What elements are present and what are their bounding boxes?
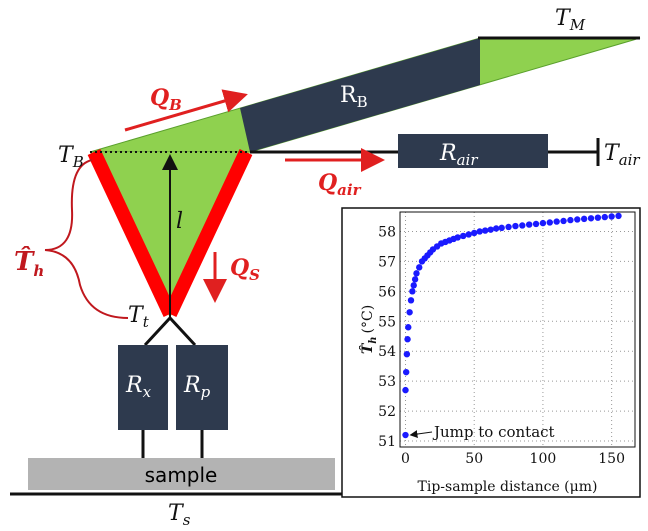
point [466,231,472,237]
point [405,324,411,330]
point [477,228,483,234]
x-tick-label: 0 [401,451,410,467]
label: l [176,209,183,234]
label: TB [58,143,84,171]
point [416,264,422,270]
point [567,217,573,223]
label: sample [145,463,218,487]
point [540,220,546,226]
y-tick-label: 57 [378,254,396,270]
label: Tt [128,303,150,331]
point [460,233,466,239]
label: QB [150,85,182,114]
point [488,226,494,232]
y-axis-label-sub: h [368,336,379,343]
y-tick-label: 58 [378,224,396,240]
point [615,213,621,219]
point [406,309,412,315]
point [455,234,461,240]
point [547,219,553,225]
point [493,225,499,231]
x-axis-label: Tip-sample distance (μm) [418,479,598,495]
point [402,387,408,393]
label: QS [230,255,260,284]
point [404,336,410,342]
label: TM [555,6,586,34]
point [408,297,414,303]
diagram: TM QB RB TB Rair Tair Qair l QS T̂h Tt R… [0,0,648,531]
tip-contact [145,318,195,345]
point [505,224,511,230]
point [403,369,409,375]
y-tick-label: 54 [378,344,396,360]
x-tick-label: 150 [598,451,625,467]
y-axis-label: T̂h(°C) [358,305,379,354]
point [553,218,559,224]
point [512,223,518,229]
point [404,351,410,357]
point [526,221,532,227]
label: Ts [168,501,191,529]
y-tick-label: 53 [378,374,396,390]
label: T̂h [14,246,44,280]
point [588,215,594,221]
y-tick-label: 52 [378,404,396,420]
label: Qair [318,170,362,199]
point [411,282,417,288]
y-axis-label-unit: (°C) [360,305,376,334]
point [608,213,614,219]
point [413,270,419,276]
point [498,225,504,231]
point [409,288,415,294]
point [560,218,566,224]
y-tick-label: 55 [378,314,396,330]
point [595,214,601,220]
label: Tair [604,141,640,169]
point [581,216,587,222]
x-tick-label: 100 [530,451,557,467]
point [519,222,525,228]
y-tick-label: 51 [378,434,396,450]
annotation: Jump to contact [432,423,555,441]
point [412,276,418,282]
point [471,230,477,236]
point [533,221,539,227]
point [602,214,608,220]
y-tick-label: 56 [378,284,396,300]
point [402,432,408,438]
point [574,216,580,222]
point [482,227,488,233]
x-tick-label: 50 [465,451,483,467]
